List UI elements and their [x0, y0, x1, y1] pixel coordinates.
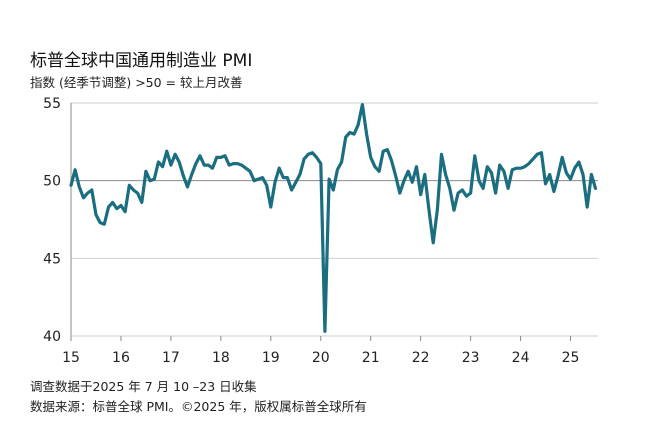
y-tick-label: 50: [43, 174, 61, 190]
x-tick-label: 24: [512, 350, 530, 366]
series-line: [69, 103, 598, 333]
y-tick-label: 45: [43, 251, 61, 267]
x-tick-label: 25: [562, 350, 580, 366]
x-tick-label: 21: [362, 350, 380, 366]
chart-subtitle: 指数 (经季节调整) >50 = 较上月改善: [30, 75, 243, 90]
y-tick-label: 55: [43, 96, 61, 112]
x-tick-label: 22: [412, 350, 430, 366]
x-tick-label: 19: [262, 350, 280, 366]
source-note: 数据来源：标普全球 PMI。©2025 年，版权属标普全球所有: [30, 399, 367, 414]
x-tick-label: 16: [112, 350, 130, 366]
y-tick-label: 40: [43, 329, 61, 345]
x-tick-label: 17: [162, 350, 180, 366]
x-tick-label: 15: [62, 350, 80, 366]
survey-date-note: 调查数据于2025 年 7 月 10 –23 日收集: [30, 379, 257, 394]
chart-title: 标普全球中国通用制造业 PMI: [30, 51, 253, 71]
x-tick-label: 23: [462, 350, 480, 366]
x-tick-label: 18: [212, 350, 230, 366]
x-tick-label: 20: [312, 350, 330, 366]
